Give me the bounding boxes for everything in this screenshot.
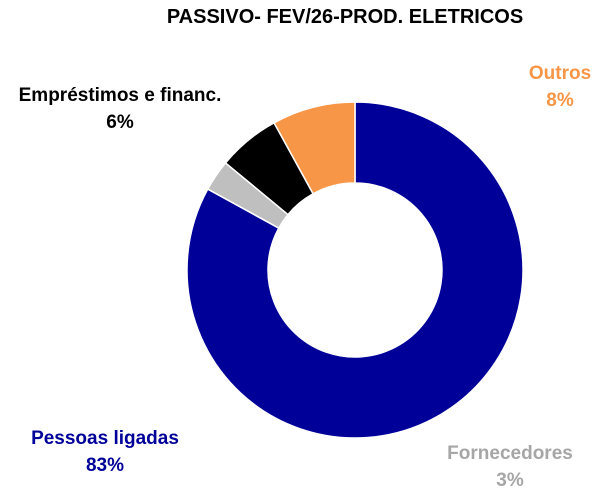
chart-title: PASSIVO- FEV/26-PROD. ELETRICOS <box>166 6 524 28</box>
donut-slice <box>186 101 524 439</box>
value-label: 3% <box>496 470 524 491</box>
value-label: 6% <box>106 112 134 133</box>
donut-slice <box>273 101 356 195</box>
data-label: Outros 8% <box>500 60 614 114</box>
category-label: Empréstimos e financ. <box>18 85 222 106</box>
category-label: Fornecedores <box>447 443 573 464</box>
category-label: Outros <box>528 63 592 84</box>
data-label: Empréstimos e financ. 6% <box>15 82 225 136</box>
data-label: Fornecedores 3% <box>410 440 610 494</box>
data-label: Pessoas ligadas 83% <box>0 425 215 479</box>
category-label: Pessoas ligadas <box>31 428 179 449</box>
value-label: 83% <box>85 455 125 476</box>
value-label: 8% <box>546 90 574 111</box>
